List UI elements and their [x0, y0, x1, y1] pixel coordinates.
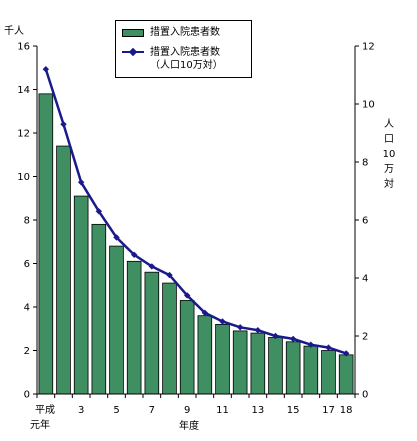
y-left-tick-label: 14 — [17, 85, 30, 96]
legend-line-label: 措置入院患者数 （人口10万対） — [150, 47, 223, 72]
line-point — [95, 208, 103, 215]
bar — [338, 354, 354, 395]
y-left-tick-label: 6 — [24, 259, 30, 270]
bar — [38, 93, 54, 395]
series-line — [44, 68, 347, 355]
bar — [232, 330, 248, 395]
y-right-tick-label: 8 — [362, 158, 368, 169]
x-first-label-line2: 元年 — [30, 420, 50, 431]
line-point — [254, 327, 262, 334]
bar — [73, 195, 89, 395]
y-left-tick-label: 8 — [24, 216, 30, 227]
bar — [250, 332, 266, 395]
line-point — [130, 251, 138, 258]
y-right-tick-label: 2 — [362, 332, 368, 343]
tick-labels: 0 2 4 6 8 10 12 14 16 0 2 4 6 8 10 12 3 5 7 9 11 13 15 17 18 — [17, 42, 374, 417]
x-tick-label: 13 — [251, 405, 264, 416]
x-tick-label: 5 — [113, 405, 119, 416]
line-series — [42, 66, 350, 357]
line-point — [60, 121, 67, 128]
axes — [33, 45, 359, 398]
bar — [162, 282, 177, 395]
y-right-unit-label: 人口10万対 — [382, 119, 396, 190]
x-tick-label: 18 — [340, 405, 353, 416]
line-point — [113, 234, 120, 241]
y-right-tick-label: 0 — [362, 390, 368, 401]
line-point — [219, 318, 226, 325]
legend-bar-label: 措置入院患者数 — [150, 27, 220, 38]
line-point — [307, 341, 315, 348]
y-left-tick-label: 12 — [17, 129, 30, 140]
line-point — [77, 179, 85, 186]
line-point — [166, 271, 173, 279]
y-left-tick-label: 2 — [24, 346, 30, 357]
y-left-tick-label: 16 — [17, 42, 30, 53]
bar — [215, 323, 230, 395]
line-point — [201, 309, 209, 316]
y-left-tick-label: 10 — [17, 172, 30, 183]
x-tick-label: 7 — [149, 405, 155, 416]
line-point — [236, 324, 244, 331]
bar — [179, 300, 195, 395]
y-right-tick-label: 4 — [362, 274, 368, 285]
y-left-tick-label: 0 — [24, 390, 30, 401]
x-axis-title: 年度 — [179, 421, 199, 432]
y-right-tick-label: 10 — [362, 100, 375, 111]
legend-line-swatch — [122, 47, 144, 57]
x-first-label-line1: 平成 — [35, 405, 55, 416]
line-point — [325, 344, 332, 351]
y-right-tick-label: 12 — [362, 42, 375, 53]
y-left-tick-label: 4 — [24, 303, 30, 314]
legend-line-label-2: （人口10万対） — [150, 59, 223, 71]
legend: 措置入院患者数 措置入院患者数 （人口10万対） — [115, 20, 252, 78]
line-point — [148, 263, 156, 270]
x-tick-label: 15 — [287, 405, 300, 416]
bar — [144, 271, 160, 395]
bar — [268, 337, 283, 395]
x-tick-label: 17 — [322, 405, 335, 416]
x-tick-label: 3 — [78, 405, 84, 416]
bar — [109, 245, 124, 395]
legend-item-line: 措置入院患者数 （人口10万対） — [122, 47, 223, 72]
line-point — [272, 332, 279, 340]
bar — [91, 223, 107, 395]
bar — [285, 341, 301, 395]
bar-series — [38, 93, 354, 395]
bar — [197, 315, 213, 395]
bar — [126, 260, 142, 395]
bar — [321, 350, 336, 395]
bar — [56, 145, 71, 395]
legend-bar-swatch — [122, 29, 144, 37]
line-point — [183, 292, 191, 299]
legend-item-bar: 措置入院患者数 — [122, 27, 220, 40]
y-left-unit-label: 千人 — [4, 26, 24, 37]
x-tick-label: 9 — [184, 405, 190, 416]
bar — [303, 345, 319, 395]
x-tick-label: 11 — [216, 405, 229, 416]
line-point — [342, 350, 350, 357]
line-point — [42, 66, 50, 73]
y-right-tick-label: 6 — [362, 216, 368, 227]
legend-line-label-1: 措置入院患者数 — [150, 47, 220, 58]
line-point — [289, 335, 297, 343]
